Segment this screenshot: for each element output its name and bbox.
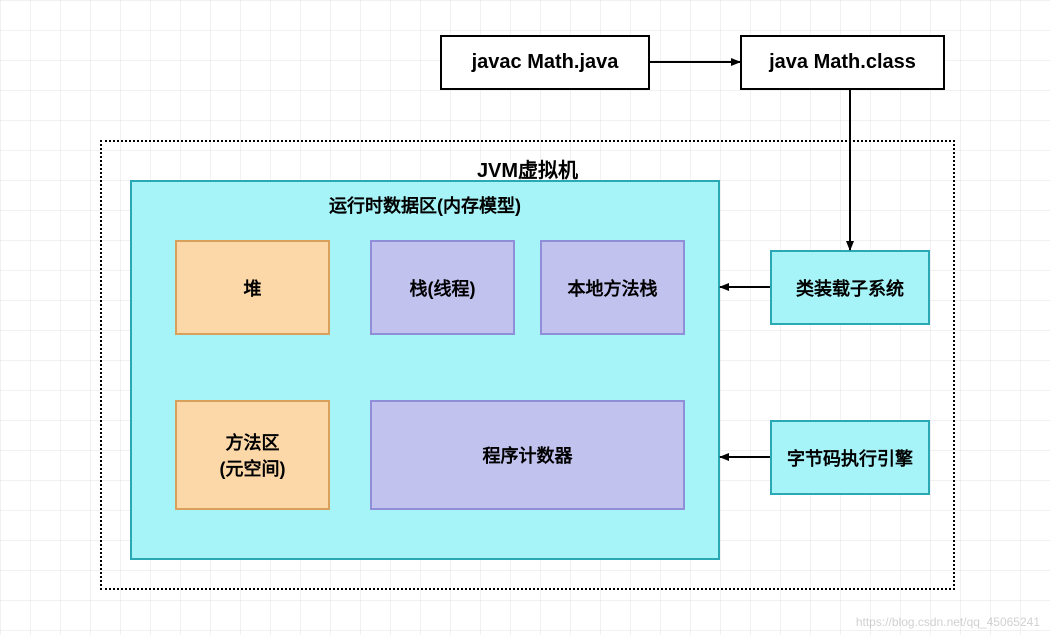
watermark: https://blog.csdn.net/qq_45065241 [856,615,1040,629]
node-javac-label: javac Math.java [472,51,619,74]
node-javac: javac Math.java [440,35,650,90]
node-heap-label: 堆 [244,275,262,301]
node-exec-engine-label: 字节码执行引擎 [787,445,913,471]
node-jvm-label: JVM虚拟机 [477,154,578,183]
node-method-area-label: 方法区 (元空间) [220,429,286,481]
node-stack: 栈(线程) [370,240,515,335]
node-class-loader: 类装载子系统 [770,250,930,325]
node-heap: 堆 [175,240,330,335]
node-exec-engine: 字节码执行引擎 [770,420,930,495]
node-pc-register: 程序计数器 [370,400,685,510]
node-method-area: 方法区 (元空间) [175,400,330,510]
node-class-loader-label: 类装载子系统 [796,275,904,301]
node-runtime-label: 运行时数据区(内存模型) [329,192,521,218]
node-pc-register-label: 程序计数器 [483,442,573,468]
node-native-stack-label: 本地方法栈 [568,275,658,301]
node-java: java Math.class [740,35,945,90]
node-java-label: java Math.class [769,51,916,74]
node-native-stack: 本地方法栈 [540,240,685,335]
node-stack-label: 栈(线程) [410,275,476,301]
